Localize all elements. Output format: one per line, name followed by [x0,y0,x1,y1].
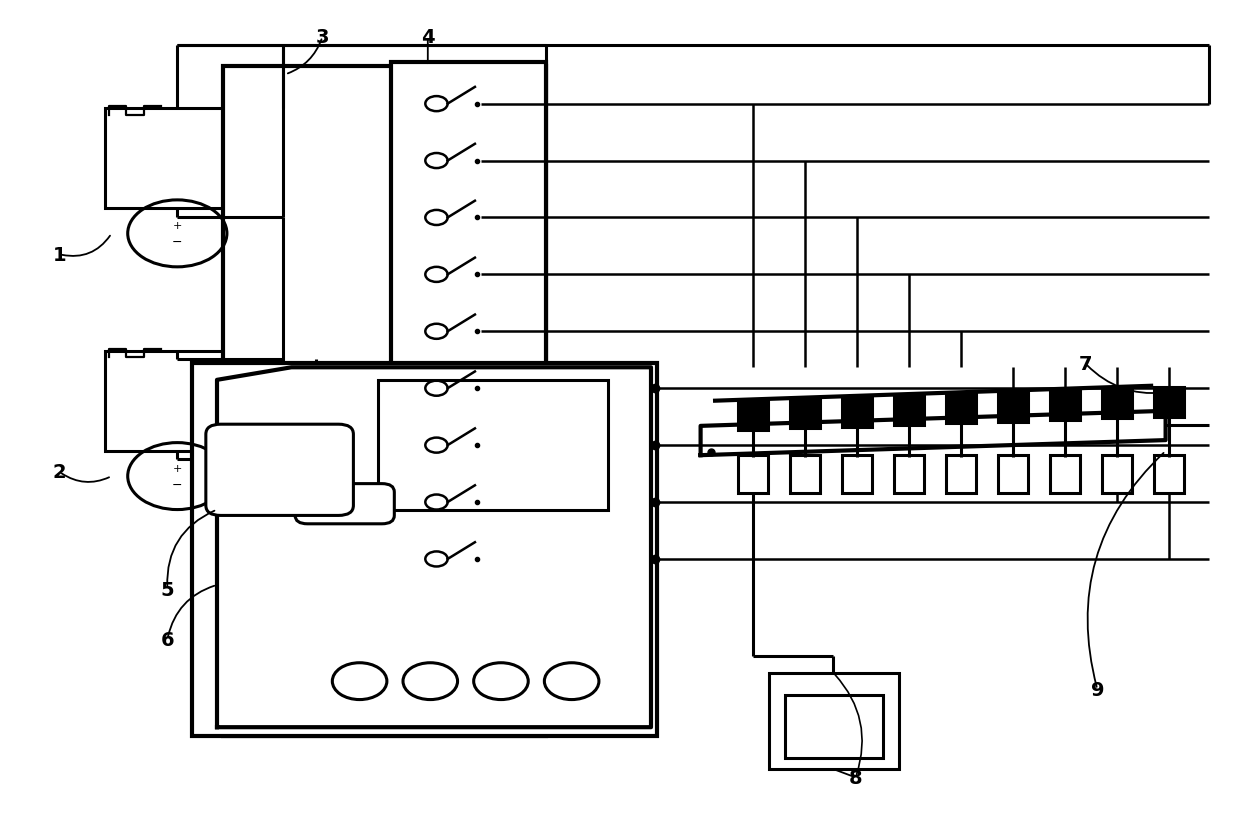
Bar [790,456,820,493]
Text: 8: 8 [849,768,862,787]
Bar [378,380,608,510]
Text: 1: 1 [53,246,66,264]
Bar [946,456,976,493]
Text: +: + [172,221,182,231]
Bar [998,456,1028,493]
FancyBboxPatch shape [295,484,394,524]
Bar [998,393,1028,422]
Bar [738,456,768,493]
FancyBboxPatch shape [206,425,353,516]
Bar [790,400,820,429]
Bar [785,696,883,758]
Bar [223,67,546,736]
Bar [738,401,768,431]
Bar [391,63,546,522]
Bar [1154,456,1184,493]
Bar [894,396,924,426]
Bar [842,456,872,493]
Text: 2: 2 [53,463,66,482]
Text: 4: 4 [422,28,434,47]
Bar [105,109,248,209]
Text: −: − [172,478,182,492]
Bar [894,456,924,493]
Text: 9: 9 [1091,681,1104,699]
Text: 6: 6 [161,630,174,649]
Text: 5: 5 [161,580,174,599]
Bar [946,395,976,424]
Bar [1050,391,1080,421]
Bar [1102,456,1132,493]
Bar [192,364,657,736]
Bar [842,398,872,427]
Bar [1102,390,1132,419]
Bar [1154,388,1184,417]
Text: −: − [172,236,182,249]
Text: 7: 7 [1079,354,1091,373]
Bar [105,351,248,451]
Text: 3: 3 [316,28,329,47]
Bar [1050,456,1080,493]
Bar [769,673,899,769]
Text: +: + [172,463,182,473]
